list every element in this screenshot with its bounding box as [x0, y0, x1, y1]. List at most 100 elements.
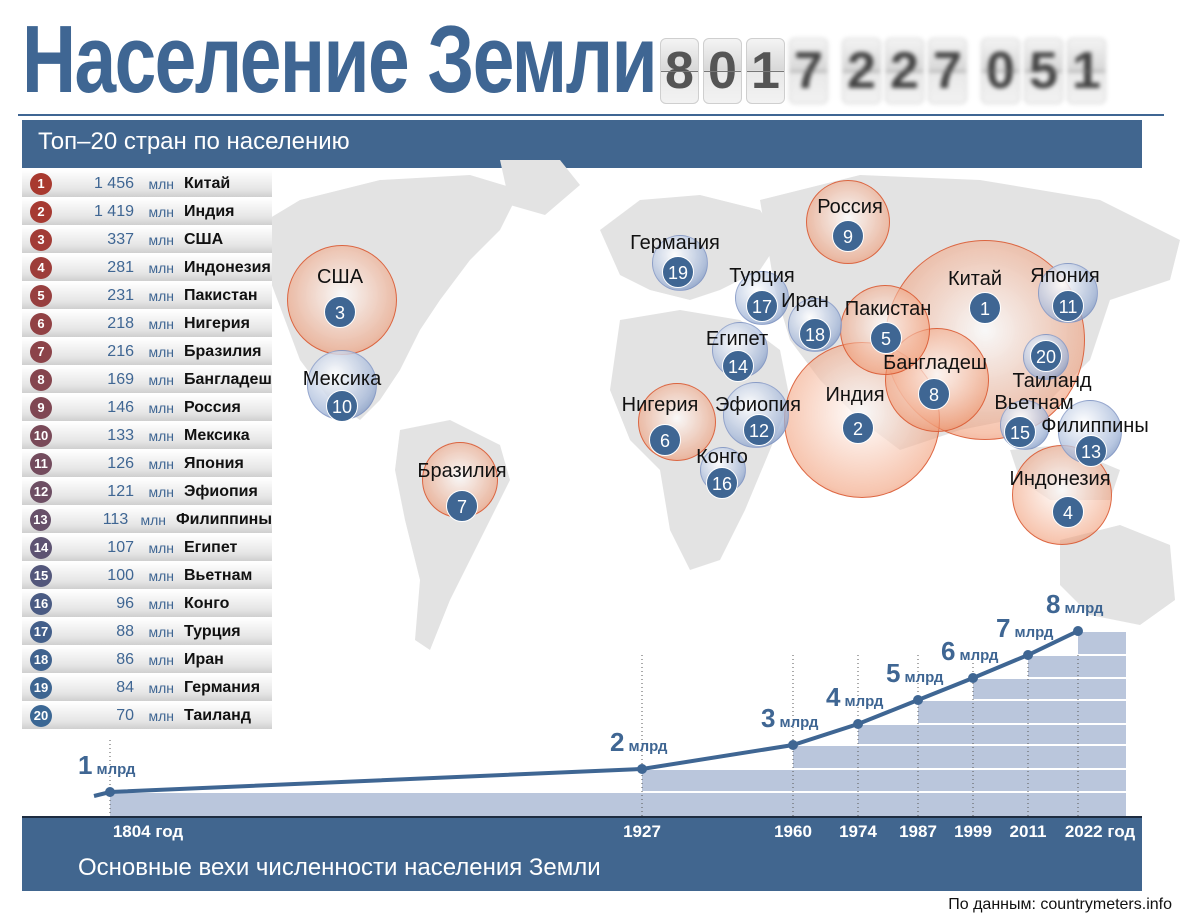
rank-badge: 8: [30, 368, 52, 391]
bubble-rank-badge: 12: [743, 414, 775, 446]
bubble-rank-badge: 10: [326, 390, 358, 422]
population-unit: млн: [148, 567, 174, 584]
table-row: 6 218 млн Нигерия: [22, 310, 272, 338]
milestone-value: 7: [996, 613, 1011, 643]
milestone-value: 8: [1046, 589, 1061, 619]
table-row: 12 121 млн Эфиопия: [22, 478, 272, 506]
table-row: 17 88 млн Турция: [22, 618, 272, 646]
milestone-year: 1960: [774, 822, 812, 841]
table-row: 4 281 млн Индонезия: [22, 254, 272, 282]
bubble-rank-badge: 20: [1030, 340, 1062, 372]
bubble-rank-badge: 15: [1004, 416, 1036, 448]
counter-digit: 7: [789, 38, 828, 104]
country-bubble: [1058, 400, 1122, 464]
milestone-year: 1999: [954, 822, 992, 841]
population-value: 337: [107, 230, 134, 248]
bubble-label: Китай: [947, 268, 1003, 290]
milestone-unit: млрд: [844, 693, 884, 710]
milestone-value: 6: [941, 636, 956, 666]
table-row: 16 96 млн Конго: [22, 590, 272, 618]
population-unit: млн: [148, 203, 174, 220]
bubble-label: США: [316, 266, 364, 288]
milestones-title: Основные вехи численности населения Земл…: [78, 854, 601, 881]
bubble-label: Россия: [817, 196, 883, 218]
milestone-label: 5 млрд: [886, 658, 943, 689]
counter-digit: 2: [842, 38, 881, 104]
bubble-rank-badge: 14: [722, 350, 754, 382]
milestone-year: 1927: [623, 822, 661, 841]
country-name: Нигерия: [184, 314, 250, 332]
counter-digit: 8: [660, 38, 699, 104]
bubble-label: Эфиопия: [715, 394, 801, 416]
population-unit: млн: [148, 259, 174, 276]
source-credit: По данным: countrymeters.info: [948, 896, 1172, 913]
population-value: 231: [107, 286, 134, 304]
country-name: Япония: [184, 454, 244, 472]
population-unit: млн: [148, 343, 174, 360]
title-divider: [18, 114, 1164, 116]
rank-badge: 15: [30, 564, 52, 587]
rank-badge: 19: [30, 676, 52, 699]
bubble-label: Иран: [781, 290, 829, 312]
bubble-label: Пакистан: [844, 298, 932, 320]
milestone-unit: млрд: [1064, 600, 1104, 617]
table-row: 14 107 млн Египет: [22, 534, 272, 562]
rank-badge: 14: [30, 536, 52, 559]
milestones-band: Основные вехи численности населения Земл…: [22, 816, 1142, 891]
table-row: 15 100 млн Вьетнам: [22, 562, 272, 590]
table-row: 1 1 456 млн Китай: [22, 170, 272, 198]
axis-line: [22, 816, 1142, 818]
bubble-rank-badge: 19: [662, 256, 694, 288]
table-row: 9 146 млн Россия: [22, 394, 272, 422]
population-unit: млн: [148, 175, 174, 192]
country-name: Мексика: [184, 426, 250, 444]
table-row: 2 1 419 млн Индия: [22, 198, 272, 226]
milestone-value: 1: [78, 750, 93, 780]
milestone-value: 5: [886, 658, 901, 688]
population-unit: млн: [148, 315, 174, 332]
bubble-rank-badge: 5: [870, 322, 902, 354]
country-name: Индия: [184, 202, 235, 220]
table-row: 20 70 млн Таиланд: [22, 702, 272, 730]
milestone-year: 2011: [1009, 822, 1047, 841]
population-unit: млн: [148, 483, 174, 500]
bubble-rank-badge: 18: [799, 318, 831, 350]
rank-badge: 13: [30, 508, 51, 531]
top20-list: 1 1 456 млн Китай 2 1 419 млн Индия 3 337 млн США 4 2…: [22, 170, 272, 730]
bubble-label: Бангладеш: [883, 352, 987, 374]
bubble-rank-badge: 11: [1052, 290, 1084, 322]
population-unit: млн: [148, 455, 174, 472]
population-value: 146: [107, 398, 134, 416]
country-name: Бангладеш: [184, 370, 272, 388]
table-row: 3 337 млн США: [22, 226, 272, 254]
bubble-label: Бразилия: [417, 460, 507, 482]
bubble-rank-badge: 16: [706, 467, 738, 499]
country-name: Иран: [184, 650, 224, 668]
population-unit: млн: [148, 371, 174, 388]
table-row: 18 86 млн Иран: [22, 646, 272, 674]
country-name: Эфиопия: [184, 482, 258, 500]
table-row: 5 231 млн Пакистан: [22, 282, 272, 310]
page-title: Население Земли: [22, 6, 658, 113]
population-unit: млн: [148, 539, 174, 556]
counter-digit: 5: [1024, 38, 1063, 104]
country-name: Индонезия: [184, 258, 271, 276]
country-name: Пакистан: [184, 286, 258, 304]
milestone-unit: млрд: [959, 647, 999, 664]
bubble-rank-badge: 9: [832, 220, 864, 252]
bubble-rank-badge: 7: [446, 490, 478, 522]
population-value: 88: [116, 622, 134, 640]
bubble-label: Вьетнам: [994, 392, 1074, 414]
country-name: Германия: [184, 678, 261, 696]
counter-digit: 1: [1067, 38, 1106, 104]
country-name: Вьетнам: [184, 566, 253, 584]
population-unit: млн: [148, 707, 174, 724]
population-unit: млн: [148, 399, 174, 416]
table-row: 10 133 млн Мексика: [22, 422, 272, 450]
population-value: 100: [107, 566, 134, 584]
counter-digit: 0: [981, 38, 1020, 104]
counter-digit: 0: [703, 38, 742, 104]
milestone-label: 7 млрд: [996, 613, 1053, 644]
top20-header-band: Топ–20 стран по населению: [22, 120, 1142, 168]
rank-badge: 3: [30, 228, 52, 251]
